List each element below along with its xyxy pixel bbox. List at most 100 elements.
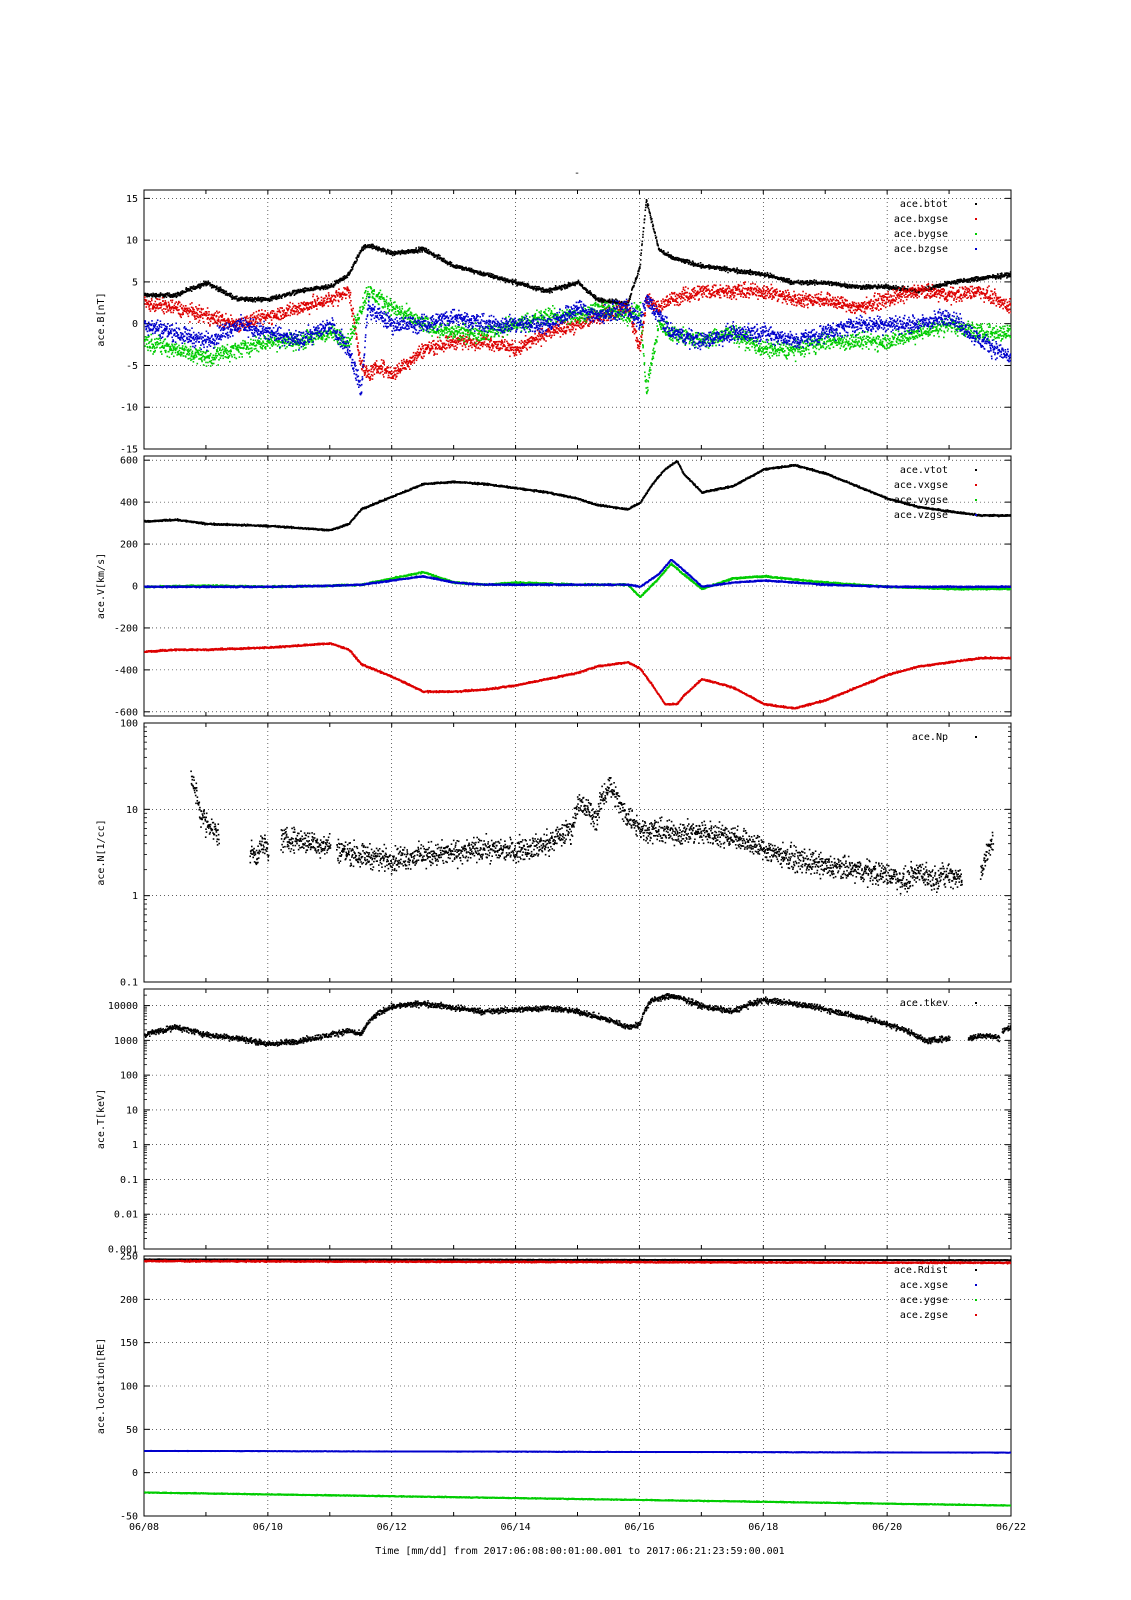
data-point [232,319,235,322]
data-point [971,277,973,279]
data-point [836,282,839,285]
data-point [629,309,632,312]
data-point [210,317,212,320]
data-point [580,324,582,326]
data-point [218,311,221,313]
data-point [152,304,154,307]
data-point [214,320,216,323]
data-point [793,280,795,283]
data-point [393,374,395,377]
data-point [1010,274,1011,276]
data-point [162,311,165,313]
data-point [359,357,361,360]
data-point [855,286,858,288]
data-point [719,266,722,268]
data-point [166,305,169,308]
data-point [510,346,513,349]
data-point [648,293,651,295]
data-point [334,296,337,298]
data-point [656,240,658,243]
data-point [651,302,653,305]
data-point [154,293,156,295]
data-point [320,299,323,302]
data-point [387,374,390,377]
data-point [216,285,218,287]
data-point [379,247,381,250]
data-point [589,320,591,323]
data-point [560,288,562,290]
data-point [340,279,343,281]
data-point [457,336,459,339]
data-point [526,341,528,344]
data-point [492,347,494,349]
data-point [489,272,491,275]
data-point [356,338,358,340]
data-point [748,273,750,275]
data-point [499,340,501,343]
data-point [745,271,747,274]
data-point [280,297,283,299]
data-point [224,322,227,324]
data-point [297,302,300,305]
data-point [181,292,184,295]
data-point [492,273,494,276]
data-point [602,318,605,321]
data-point [282,313,285,316]
data-point [573,333,575,336]
data-point [372,245,375,247]
data-point [642,233,644,236]
data-point [609,300,612,303]
data-point [386,367,388,369]
data-point [543,339,546,341]
data-point [449,265,452,267]
data-point [415,354,417,357]
data-point [239,298,242,300]
data-point [236,322,239,325]
data-point [1003,274,1006,277]
data-point [899,287,902,289]
data-point [245,316,247,319]
data-point [877,283,880,286]
data-point [359,251,362,254]
data-point [562,327,565,330]
data-point [209,323,211,326]
data-point [370,374,373,376]
data-point [380,359,383,361]
data-point [356,346,359,348]
data-point [944,284,946,287]
data-point [741,270,743,272]
data-point [970,277,972,280]
data-point [628,299,630,301]
data-point [581,284,584,287]
data-point [333,294,335,297]
data-point [663,252,666,254]
data-point [304,287,306,289]
data-point [348,292,350,294]
data-point [645,199,648,201]
data-point [464,346,467,348]
data-point [171,306,174,308]
data-point [543,337,545,339]
data-point [165,296,168,298]
data-point [562,333,564,336]
data-point [232,296,235,298]
data-point [187,289,189,292]
data-point [387,249,389,252]
data-point [403,360,405,363]
data-point [336,295,339,297]
data-point [314,301,317,303]
data-point [469,339,472,341]
data-point [639,263,642,266]
data-point [327,305,330,307]
data-point [869,284,871,287]
data-point [286,312,288,314]
data-point [174,302,176,305]
data-point [321,286,324,288]
data-point [221,315,224,317]
data-point [643,227,645,229]
data-point [577,279,580,282]
data-point [381,370,384,373]
data-point [240,317,243,320]
data-point [601,299,603,301]
data-point [613,300,615,303]
